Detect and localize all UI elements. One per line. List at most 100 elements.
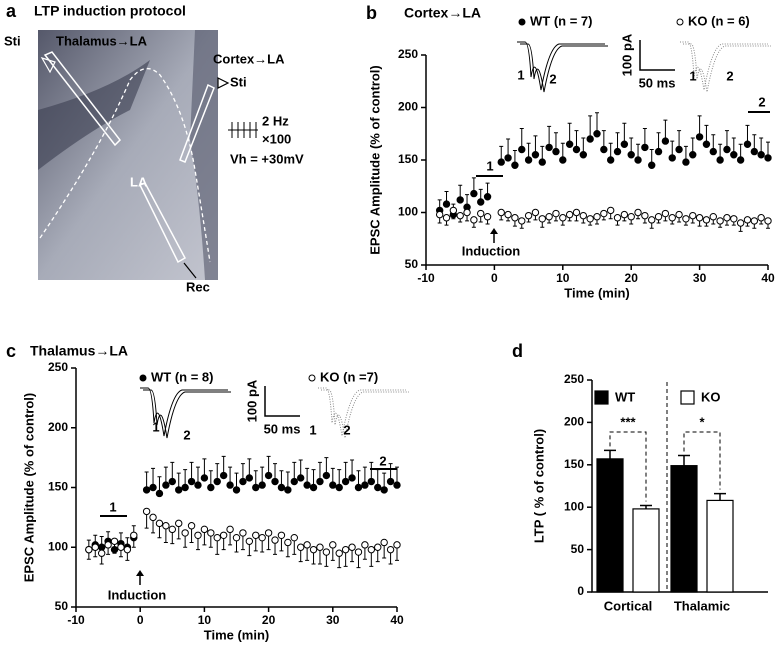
- y-tick-label: 200: [564, 415, 584, 429]
- data-point: [634, 156, 642, 164]
- period-label: 1: [109, 499, 116, 514]
- data-point: [258, 481, 266, 489]
- data-point: [620, 210, 629, 219]
- data-point: [634, 208, 642, 217]
- data-point: [194, 481, 202, 489]
- decoration: [143, 389, 231, 439]
- data-point: [335, 483, 343, 492]
- data-point: [271, 477, 279, 486]
- data-point: [322, 471, 331, 480]
- data-point: [675, 145, 683, 154]
- data-point: [348, 474, 356, 482]
- data-point: [374, 543, 382, 551]
- data-point: [709, 147, 717, 156]
- period-label: 1: [486, 158, 493, 173]
- data-point: [277, 531, 286, 539]
- data-point: [648, 161, 656, 169]
- data-point: [245, 537, 254, 545]
- data-point: [380, 538, 388, 547]
- x-tick-label: Cortical: [604, 598, 652, 613]
- trace-label: 2: [726, 68, 733, 83]
- y-tick-label: 50: [55, 599, 69, 613]
- data-point: [586, 215, 594, 223]
- panel-label: b: [366, 3, 377, 23]
- data-point: [470, 189, 478, 198]
- data-point: [600, 209, 608, 218]
- data-point: [393, 541, 401, 549]
- data-point: [511, 161, 519, 169]
- data-point: [736, 156, 745, 164]
- data-point: [620, 140, 629, 148]
- data-point: [716, 156, 724, 164]
- data-point: [593, 130, 601, 138]
- data-point: [709, 213, 717, 221]
- bar: [632, 508, 660, 593]
- data-point: [449, 206, 458, 215]
- data-point: [764, 154, 772, 162]
- data-point: [668, 154, 676, 162]
- data-point: [264, 471, 273, 480]
- data-point: [162, 481, 170, 489]
- data-point: [552, 147, 560, 156]
- data-point: [97, 543, 106, 551]
- data-point: [518, 145, 526, 154]
- label-sti: Sti: [230, 74, 247, 89]
- data-point: [695, 214, 704, 222]
- data-point: [149, 483, 157, 492]
- y-tick-label: 150: [564, 457, 584, 471]
- data-point: [757, 151, 765, 159]
- legend-label: KO: [701, 389, 721, 404]
- data-point: [531, 208, 540, 217]
- data-point: [85, 545, 93, 554]
- decoration: [609, 431, 647, 502]
- legend-label: WT: [615, 389, 635, 404]
- y-tick-label: 0: [577, 584, 584, 598]
- x-tick-label: 0: [491, 271, 498, 285]
- x-axis-label: Time (min): [564, 285, 630, 300]
- data-point: [316, 543, 324, 551]
- data-point: [354, 548, 363, 556]
- data-point: [524, 211, 533, 220]
- data-point: [187, 477, 196, 486]
- data-point: [348, 543, 356, 551]
- y-tick-label: 250: [398, 47, 418, 61]
- data-point: [277, 483, 286, 492]
- data-point: [194, 531, 202, 539]
- error-bar: [678, 454, 690, 466]
- data-point: [374, 483, 382, 492]
- data-point: [271, 536, 279, 544]
- data-point: [341, 545, 350, 554]
- data-point: [586, 135, 594, 143]
- data-point: [130, 531, 138, 539]
- data-point: [290, 477, 298, 486]
- decoration: [683, 43, 771, 93]
- y-tick-label: 200: [48, 420, 68, 434]
- bar: [706, 499, 734, 593]
- data-point: [187, 522, 196, 530]
- data-point: [309, 545, 318, 554]
- y-tick-label: 150: [48, 480, 68, 494]
- data-point: [162, 522, 170, 530]
- micrograph: LTP induction protocol Sti Thalamus→LA C…: [4, 3, 304, 295]
- legend-marker: [518, 18, 526, 26]
- panel-label: d: [512, 341, 523, 361]
- data-point: [750, 217, 759, 225]
- data-point: [207, 529, 215, 537]
- label-recording: Rec: [186, 279, 210, 294]
- data-point: [504, 210, 512, 219]
- bar: [670, 465, 698, 593]
- y-tick-label: 50: [571, 542, 585, 556]
- label-pathway: Cortex→LA: [213, 51, 285, 66]
- data-point: [743, 216, 752, 224]
- data-point: [497, 208, 505, 217]
- trace-label: 2: [343, 422, 350, 437]
- data-point: [175, 486, 183, 494]
- data-point: [483, 193, 492, 201]
- data-point: [668, 214, 676, 222]
- data-point: [559, 214, 567, 222]
- data-point: [329, 481, 337, 489]
- legend-marker: [594, 390, 609, 405]
- decoration: [321, 389, 409, 439]
- data-point: [593, 213, 601, 221]
- data-point: [552, 209, 560, 218]
